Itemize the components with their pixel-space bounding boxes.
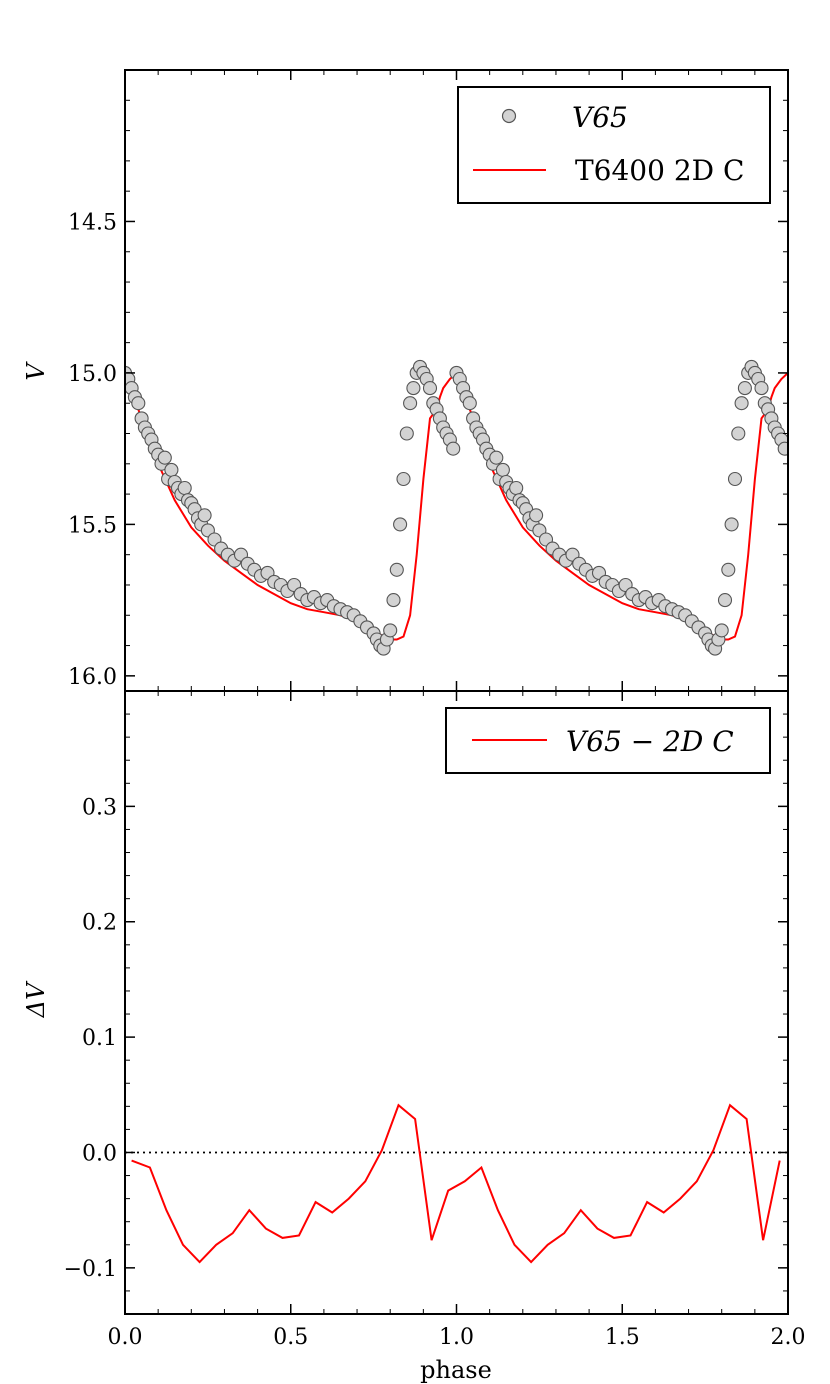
v65-point [529, 508, 544, 523]
top-y-axis-label: V [22, 361, 50, 381]
y-tick-label: 0.0 [82, 1141, 117, 1166]
v65-point [495, 462, 510, 477]
v65-point [509, 480, 524, 496]
v65-point [403, 396, 418, 411]
legend-marker-v65 [501, 108, 517, 124]
v65-point [721, 562, 736, 577]
v65-point [177, 480, 192, 496]
y-tick-label: 16.0 [68, 665, 117, 690]
legend-label-v65: V65 [572, 101, 628, 134]
v65-point [389, 562, 404, 577]
y-tick-label: 0.1 [82, 1026, 117, 1051]
v65-point [446, 441, 461, 456]
v65-point [399, 426, 414, 441]
v65-point [157, 450, 172, 465]
x-tick-label: 0.5 [273, 1325, 308, 1350]
v65-point [731, 426, 746, 441]
y-tick-label: −0.1 [64, 1257, 117, 1282]
v65-point [714, 623, 729, 638]
top-panel: 14.5 15.0 15.5 16.0 V V65 T6400 2D C [22, 69, 789, 692]
v65-point [383, 623, 398, 638]
v65-point [396, 471, 411, 487]
v65-point [422, 381, 438, 396]
v65-point [754, 381, 769, 396]
residual-line [131, 1103, 781, 1264]
bottom-y-axis-label: ΔV [22, 980, 50, 1018]
model-line-series [125, 371, 788, 641]
v65-point [734, 396, 749, 411]
top-y-tick-labels: 14.5 15.0 15.5 16.0 [68, 210, 117, 689]
x-tick-label: 0.0 [108, 1325, 143, 1350]
y-tick-label: 0.3 [82, 795, 117, 820]
y-tick-label: 15.5 [68, 513, 117, 538]
v65-point [727, 471, 743, 487]
bottom-ticks [124, 691, 789, 1314]
x-tick-label: 1.0 [439, 1325, 474, 1350]
y-tick-label: 15.0 [68, 362, 117, 387]
v65-point [164, 462, 179, 477]
v65-point [724, 517, 739, 532]
top-legend-box [457, 86, 771, 204]
v65-point [131, 396, 146, 411]
v65-point [717, 593, 733, 608]
bottom-legend: V65 − 2D C [445, 707, 771, 774]
x-axis-label: phase [420, 1356, 492, 1384]
residual-line-series [131, 1103, 781, 1264]
v65-point [406, 381, 421, 396]
bottom-panel: −0.1 0.0 0.1 0.2 0.3 0.0 0.5 1.0 1.5 2.0 ΔV phas… [22, 690, 806, 1384]
top-legend: V65 T6400 2D C [457, 86, 771, 204]
x-tick-labels: 0.0 0.5 1.0 1.5 2.0 [108, 1325, 806, 1350]
v65-point [462, 396, 477, 411]
v65-point [197, 508, 212, 523]
v65-point [737, 381, 752, 396]
x-tick-label: 2.0 [771, 1325, 806, 1350]
bottom-y-tick-labels: −0.1 0.0 0.1 0.2 0.3 [64, 795, 117, 1281]
v65-point [386, 593, 401, 608]
v65-point [489, 450, 504, 465]
legend-label-model: T6400 2D C [575, 154, 744, 187]
y-tick-label: 14.5 [68, 210, 117, 235]
x-tick-label: 1.5 [605, 1325, 640, 1350]
y-tick-label: 0.2 [82, 911, 117, 936]
legend-label-residual: V65 − 2D C [566, 725, 734, 758]
bottom-plot-frame [124, 690, 789, 1315]
v65-points-series [125, 359, 788, 656]
model-line [125, 371, 788, 641]
v65-point [393, 517, 408, 532]
v65-point [777, 441, 788, 456]
